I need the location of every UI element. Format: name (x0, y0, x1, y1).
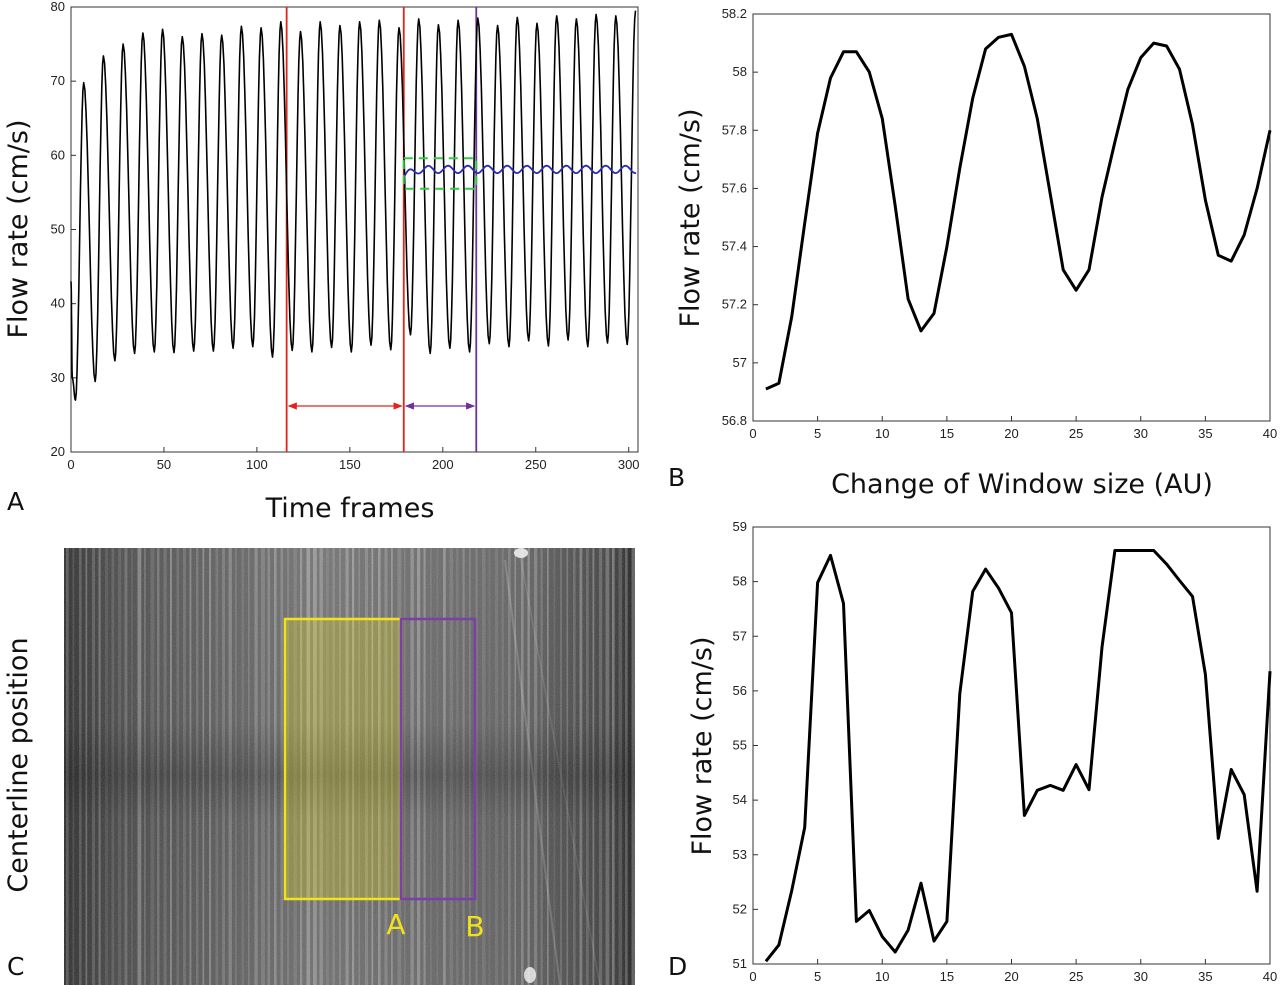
a-x-tick-label: 0 (67, 457, 74, 472)
d-y-tick-label: 57 (733, 628, 747, 643)
panel-b-y-axis-title: Flow rate (cm/s) (675, 108, 706, 327)
a-y-tick-label: 30 (51, 370, 65, 385)
panel-c-window-a-label: A (386, 908, 405, 941)
a-y-tick-label: 50 (51, 222, 65, 237)
panel-c-letter: C (7, 952, 24, 981)
panel-a: 20 30 40 50 60 70 80 0 50 100 150 200 250 300 Time f… (3, 0, 640, 524)
b-y-tick-label: 58.2 (722, 6, 747, 21)
panel-d: 51 52 53 54 55 56 57 58 59 0 5 10 15 20 25 30 35 40 Flow… (668, 519, 1277, 984)
a-x-tick-label: 300 (618, 457, 640, 472)
panel-c-window-a-box (283, 617, 403, 901)
a-x-tick-label: 100 (246, 457, 268, 472)
b-x-tick-label: 30 (1134, 426, 1148, 441)
a-x-tick-label: 50 (157, 457, 171, 472)
a-y-tick-label: 80 (51, 0, 65, 14)
b-y-tick-label: 57.4 (722, 239, 747, 254)
d-y-tick-label: 52 (733, 901, 747, 916)
panel-a-y-ticks: 20 30 40 50 60 70 80 (51, 0, 76, 459)
d-y-tick-label: 56 (733, 683, 747, 698)
b-x-tick-label: 10 (875, 426, 889, 441)
d-x-tick-label: 40 (1263, 969, 1277, 984)
panel-d-x-ticks: 0 5 10 15 20 25 30 35 40 (749, 959, 1277, 984)
a-y-tick-label: 40 (51, 296, 65, 311)
panel-b-letter: B (668, 463, 685, 492)
a-y-tick-label: 20 (51, 444, 65, 459)
panel-d-plot-frame (752, 526, 1271, 965)
panel-a-dashed-window-box (402, 157, 478, 190)
panel-b-flow-series-line (765, 32, 1272, 391)
d-x-tick-label: 0 (749, 969, 756, 984)
b-y-tick-label: 56.8 (722, 413, 747, 428)
b-x-tick-label: 40 (1263, 426, 1277, 441)
d-x-tick-label: 20 (1004, 969, 1018, 984)
b-y-tick-label: 58 (733, 64, 747, 79)
panel-d-y-axis-title: Flow rate (cm/s) (687, 636, 718, 855)
panel-c-kymograph-image (64, 548, 635, 985)
panel-c: A B Centerline position C (3, 548, 635, 985)
b-x-tick-label: 0 (749, 426, 756, 441)
d-y-tick-label: 53 (733, 847, 747, 862)
panel-c-window-b-label: B (465, 910, 484, 943)
panel-a-y-axis-title: Flow rate (cm/s) (3, 119, 34, 338)
panel-c-y-axis-title: Centerline position (3, 637, 34, 892)
panel-b-y-ticks: 56.8 57 57.2 57.4 57.6 57.8 58 58.2 (722, 6, 758, 428)
panel-a-flow-series-line (70, 10, 637, 401)
d-x-tick-label: 5 (814, 969, 821, 984)
b-x-tick-label: 15 (940, 426, 954, 441)
b-x-tick-label: 35 (1198, 426, 1212, 441)
panel-b: 56.8 57 57.2 57.4 57.6 57.8 58 58.2 0 5 10 15 20 25 3… (668, 6, 1277, 500)
d-y-tick-label: 54 (733, 792, 747, 807)
panel-c-window-b-box (399, 617, 477, 901)
d-x-tick-label: 15 (940, 969, 954, 984)
b-y-tick-label: 57.6 (722, 180, 747, 195)
b-y-tick-label: 57 (733, 355, 747, 370)
panel-d-letter: D (668, 952, 687, 981)
a-y-tick-label: 70 (51, 73, 65, 88)
b-x-tick-label: 5 (814, 426, 821, 441)
d-x-tick-label: 35 (1198, 969, 1212, 984)
b-x-tick-label: 25 (1069, 426, 1083, 441)
panel-d-flow-series-line (764, 549, 1272, 963)
b-x-tick-label: 20 (1004, 426, 1018, 441)
a-x-tick-label: 250 (525, 457, 547, 472)
panel-a-x-ticks: 0 50 100 150 200 250 300 (67, 447, 640, 472)
d-y-tick-label: 58 (733, 574, 747, 589)
b-y-tick-label: 57.8 (722, 122, 747, 137)
d-y-tick-label: 51 (733, 956, 747, 971)
d-y-tick-label: 55 (733, 738, 747, 753)
panel-b-x-ticks: 0 5 10 15 20 25 30 35 40 (749, 416, 1277, 441)
d-y-tick-label: 59 (733, 519, 747, 534)
panel-a-smoothed-series-line (402, 164, 637, 179)
a-y-tick-label: 60 (51, 147, 65, 162)
panel-d-y-ticks: 51 52 53 54 55 56 57 58 59 (733, 519, 758, 971)
d-x-tick-label: 10 (875, 969, 889, 984)
panel-b-x-axis-title: Change of Window size (AU) (831, 469, 1213, 500)
a-x-tick-label: 150 (339, 457, 361, 472)
d-x-tick-label: 25 (1069, 969, 1083, 984)
panel-a-letter: A (7, 487, 24, 516)
panel-a-x-axis-title: Time frames (265, 493, 435, 524)
b-y-tick-label: 57.2 (722, 297, 747, 312)
d-x-tick-label: 30 (1134, 969, 1148, 984)
a-x-tick-label: 200 (432, 457, 454, 472)
